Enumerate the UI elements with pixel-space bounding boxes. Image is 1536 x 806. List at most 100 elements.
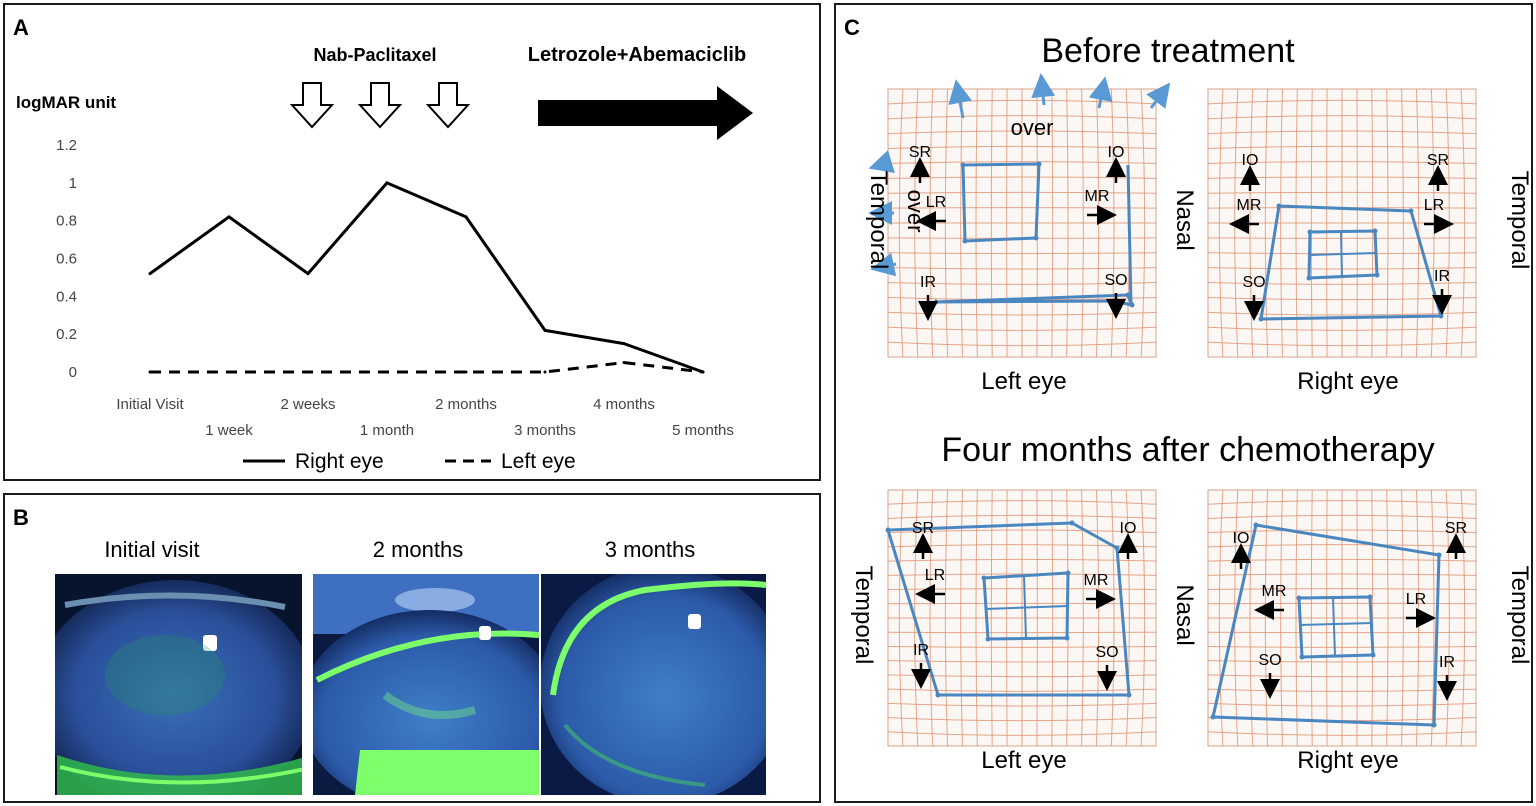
trace-point	[1064, 635, 1070, 641]
trace-point	[1125, 292, 1131, 298]
inner-field-trace	[984, 605, 1069, 610]
grid-line	[1066, 88, 1069, 358]
trace-point	[1296, 595, 1302, 601]
data-point-right-eye	[385, 181, 389, 185]
x-tick-label: Initial Visit	[116, 396, 184, 413]
panel-letter-b: B	[13, 505, 29, 530]
trace-point	[1299, 654, 1305, 660]
eye-label-right-after: Right eye	[1297, 747, 1398, 774]
x-tick-label: 1 month	[360, 422, 414, 439]
over-arrow-icon	[1088, 76, 1113, 109]
data-point-right-eye	[464, 215, 468, 219]
grid-line	[887, 731, 1157, 736]
grid-line	[887, 341, 1157, 347]
muscle-label: IR	[920, 274, 936, 291]
muscle-label: IO	[1108, 144, 1125, 161]
y-tick-label: 1.2	[56, 137, 77, 154]
grid-line	[1401, 489, 1404, 747]
trace-point	[1253, 522, 1259, 528]
grid-line	[1081, 489, 1084, 747]
data-point-left-eye	[622, 361, 626, 365]
inner-field-trace	[1309, 252, 1378, 256]
grid-line	[1401, 88, 1404, 358]
series-line-left-eye	[150, 361, 704, 374]
muscle-label: IR	[913, 642, 929, 659]
down-arrow-icon	[425, 82, 471, 129]
trace-point	[1276, 203, 1282, 209]
x-tick-label: 2 months	[435, 396, 497, 413]
trace-point	[1126, 692, 1132, 698]
muscle-label: IR	[1434, 268, 1450, 285]
trace-point	[981, 575, 987, 581]
trace-point	[1069, 520, 1075, 526]
grid-line	[1095, 489, 1100, 747]
photo-label-initial-visit: Initial visit	[104, 537, 199, 562]
data-point-left-eye	[148, 370, 152, 374]
hess-grid-left-after: SR LR IR IO MR SO	[885, 489, 1157, 747]
trace-point	[1367, 594, 1373, 600]
treatment-label-letrozole-abemaciclib: Letrozole+Abemaciclib	[528, 44, 746, 66]
grid-line	[1207, 674, 1477, 678]
slit-lamp-photos: B Initial visit 2 months 3 months	[13, 505, 766, 795]
data-point-left-eye	[385, 370, 389, 374]
data-point-right-eye	[148, 272, 152, 276]
x-tick-label: 2 weeks	[280, 396, 335, 413]
side-label-temporal: Temporal	[865, 171, 892, 270]
legend-label-left-eye: Left eye	[501, 450, 576, 473]
over-arrow-icon	[1146, 82, 1171, 109]
slit-lamp-photo-2-months	[313, 574, 539, 795]
grid-line	[1207, 660, 1477, 663]
trace-point	[960, 162, 966, 168]
grid-line	[1386, 88, 1389, 358]
grid-line	[887, 282, 1157, 285]
data-point-right-eye	[306, 272, 310, 276]
muscle-label: IR	[1439, 654, 1455, 671]
x-tick-label: 5 months	[672, 422, 734, 439]
side-label-nasal: Nasal	[1171, 584, 1198, 645]
muscle-label: LR	[1424, 197, 1444, 214]
grid-line	[887, 252, 1157, 255]
grid-line	[1386, 489, 1389, 747]
title-four-months-after: Four months after chemotherapy	[941, 431, 1434, 469]
y-tick-label: 0	[69, 364, 77, 381]
muscle-label: SR	[912, 520, 934, 537]
slit-lamp-photo-initial-visit	[55, 574, 302, 795]
muscle-label: MR	[1084, 572, 1109, 589]
over-label: over	[1011, 115, 1054, 140]
data-point-right-eye	[622, 342, 626, 346]
side-label-temporal: Temporal	[850, 566, 877, 665]
grid-line	[1207, 645, 1477, 648]
muscle-label: SO	[1104, 272, 1127, 289]
eye-label-right-before: Right eye	[1297, 368, 1398, 395]
data-point-left-eye	[701, 370, 705, 374]
muscle-label: SR	[1445, 520, 1467, 537]
grid-line	[1140, 489, 1146, 747]
muscle-label: IO	[1242, 152, 1259, 169]
muscle-label: LR	[1406, 591, 1426, 608]
grid-line	[1207, 326, 1477, 331]
trace-point	[1114, 545, 1120, 551]
y-tick-label: 0.2	[56, 326, 77, 343]
muscle-label: LR	[926, 194, 946, 211]
muscle-label: SO	[1242, 274, 1265, 291]
trace-point	[1258, 316, 1264, 322]
muscle-label: SR	[1427, 152, 1449, 169]
trace-point	[1438, 313, 1444, 319]
trace-point	[1307, 229, 1313, 235]
muscle-label: IO	[1120, 520, 1137, 537]
grid-line	[1371, 489, 1374, 747]
muscle-label: MR	[1085, 188, 1110, 205]
y-tick-label: 0.4	[56, 288, 77, 305]
grid-line	[1415, 88, 1420, 358]
photo-label-3-months: 3 months	[605, 537, 696, 562]
hess-grid-right-after: IO MR SO SR LR IR	[1207, 489, 1477, 747]
over-arrow-icon	[1031, 73, 1056, 106]
grid-line	[887, 702, 1157, 707]
down-arrow-icon	[289, 82, 335, 129]
muscle-label: SO	[1095, 644, 1118, 661]
grid-line	[1207, 731, 1477, 736]
grid-line	[1371, 88, 1374, 358]
over-label: over	[903, 190, 928, 233]
data-point-right-eye	[543, 328, 547, 332]
y-tick-label: 0.8	[56, 213, 77, 230]
